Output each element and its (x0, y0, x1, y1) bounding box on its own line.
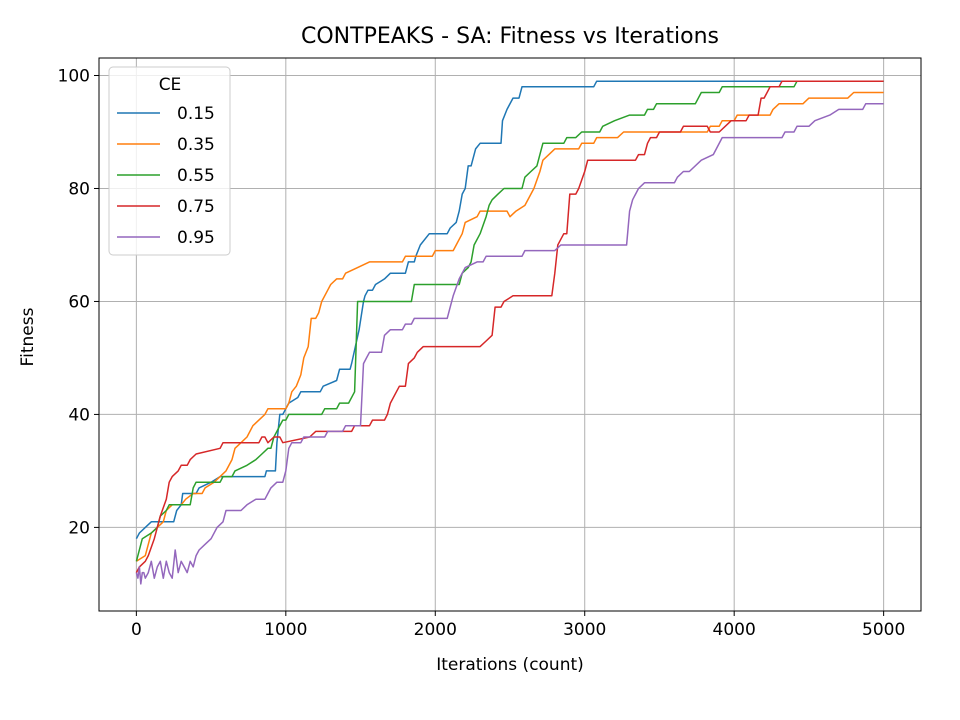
legend: CE 0.15 0.35 0.55 0.75 0.95 (108, 66, 231, 256)
legend-label: 0.95 (177, 228, 215, 248)
x-tick-label: 1000 (264, 620, 307, 640)
x-tick-label: 0 (131, 620, 142, 640)
legend-label: 0.35 (177, 135, 215, 155)
y-tick-label: 40 (68, 405, 90, 425)
x-tick-label: 4000 (713, 620, 756, 640)
y-tick-label: 20 (68, 518, 90, 538)
x-axis-label: Iterations (count) (436, 655, 584, 675)
legend-title: CE (159, 75, 182, 95)
x-tick-label: 2000 (414, 620, 457, 640)
series-line-0.35 (135, 91, 884, 562)
y-tick-label: 60 (68, 292, 90, 312)
series-line-0.55 (135, 80, 884, 562)
legend-label: 0.55 (177, 166, 215, 186)
y-axis-label: Fitness (18, 307, 38, 366)
grid (99, 58, 921, 611)
series-line-0.95 (135, 103, 884, 585)
chart-title: CONTPEAKS - SA: Fitness vs Iterations (301, 24, 719, 49)
legend-box (108, 66, 231, 256)
y-tick-label: 80 (68, 179, 90, 199)
y-tick-label: 100 (58, 67, 90, 87)
axis-ticks: 0 1000 2000 3000 4000 5000 20 40 60 80 100 (58, 67, 906, 640)
x-tick-label: 3000 (563, 620, 606, 640)
series-lines (135, 80, 884, 585)
series-line-0.15 (135, 80, 884, 540)
series-line-0.75 (135, 80, 884, 573)
legend-label: 0.75 (177, 197, 215, 217)
x-tick-label: 5000 (862, 620, 905, 640)
legend-label: 0.15 (177, 104, 215, 124)
plot-frame (98, 57, 922, 612)
